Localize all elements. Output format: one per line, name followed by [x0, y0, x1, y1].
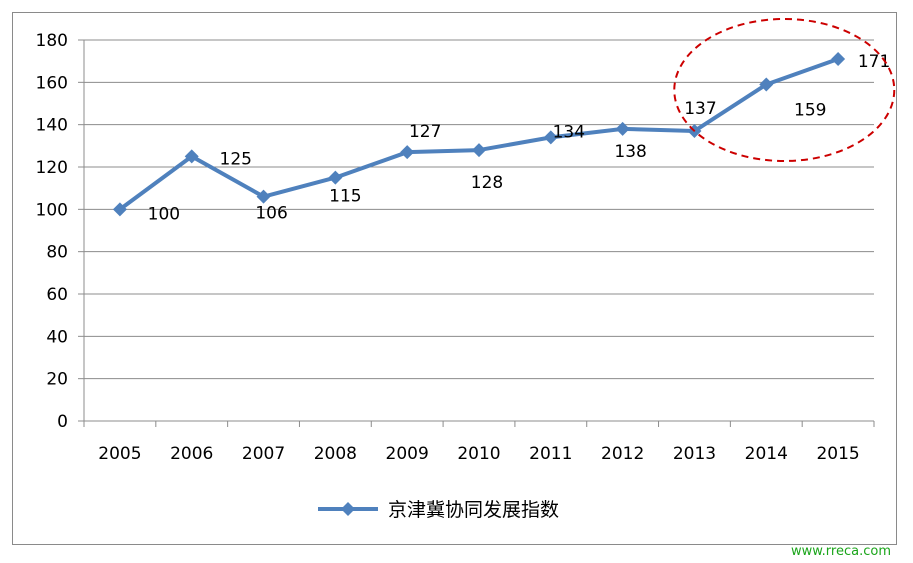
data-label: 115 — [329, 187, 361, 207]
data-label: 138 — [614, 142, 646, 162]
x-tick-label: 2011 — [529, 444, 572, 464]
x-tick-label: 2014 — [745, 444, 788, 464]
data-label: 137 — [684, 99, 716, 119]
data-point — [400, 145, 415, 160]
data-point — [112, 202, 127, 217]
data-label: 125 — [220, 149, 252, 169]
x-tick-label: 2005 — [98, 444, 141, 464]
data-point — [184, 149, 199, 164]
x-tick-label: 2009 — [386, 444, 429, 464]
data-label: 128 — [471, 173, 503, 193]
y-tick-label: 120 — [36, 158, 68, 178]
data-label: 171 — [858, 52, 890, 72]
data-point — [472, 143, 486, 158]
x-tick-label: 2010 — [457, 444, 500, 464]
legend-label: 京津冀协同发展指数 — [388, 499, 559, 521]
data-label: 134 — [553, 122, 585, 142]
data-point — [615, 121, 630, 136]
grid-lines — [84, 39, 874, 380]
highlight-ellipse — [673, 18, 896, 162]
data-label: 100 — [148, 204, 180, 224]
y-tick-label: 0 — [57, 412, 68, 432]
y-tick-label: 160 — [36, 73, 68, 93]
y-tick-label: 40 — [46, 327, 68, 347]
data-point — [759, 77, 774, 92]
x-tick-label: 2013 — [673, 444, 716, 464]
chart-frame — [12, 12, 897, 545]
x-tick-label: 2008 — [314, 444, 357, 464]
data-label: 106 — [255, 204, 287, 224]
y-tick-label: 180 — [36, 31, 68, 51]
y-tick-label: 60 — [46, 285, 68, 305]
highlight-layer — [673, 18, 896, 162]
data-label: 127 — [409, 122, 441, 142]
x-tick-label: 2015 — [816, 444, 859, 464]
data-point — [543, 130, 558, 145]
data-point — [328, 170, 343, 185]
legend-marker — [341, 502, 355, 516]
data-labels: 100 125 106 115 127 128 134 138 137 159 171 — [148, 52, 891, 224]
y-tick-label: 20 — [46, 370, 68, 390]
data-label: 159 — [794, 100, 826, 120]
series-layer — [112, 52, 846, 217]
y-tick-label: 100 — [36, 200, 68, 220]
y-axis: 0 20 40 60 80 100 120 140 160 180 — [36, 31, 85, 432]
x-tick-label: 2012 — [601, 444, 644, 464]
x-axis: 2005 2006 2007 2008 2009 2010 2011 2012 2013 2014… — [83, 420, 875, 464]
y-tick-label: 140 — [36, 116, 68, 136]
data-point — [831, 52, 846, 67]
legend: 京津冀协同发展指数 — [318, 499, 559, 521]
x-tick-label: 2006 — [170, 444, 213, 464]
x-tick-label: 2007 — [242, 444, 285, 464]
y-tick-label: 80 — [46, 243, 68, 263]
data-point — [256, 189, 271, 204]
watermark: www.rreca.com — [790, 544, 891, 559]
